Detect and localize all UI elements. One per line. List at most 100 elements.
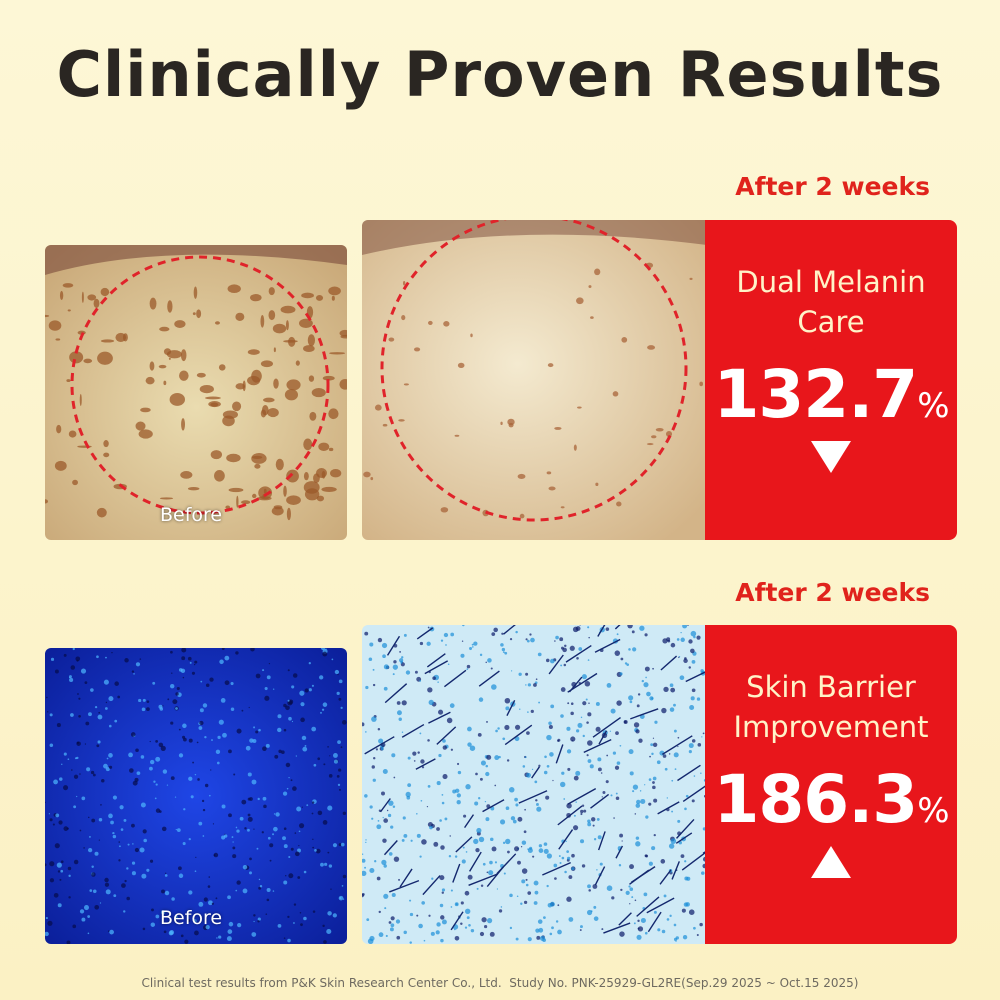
speck [372,668,375,671]
speck [251,932,257,937]
speck [606,754,609,757]
speck [486,754,492,760]
speck [266,898,270,902]
speck [340,706,343,709]
spot [470,333,473,338]
speck [108,813,113,819]
speck [266,888,271,893]
speck [217,735,221,740]
speck [478,797,481,800]
speck [421,766,425,769]
speck [57,903,62,908]
speck [587,626,590,629]
speck [478,697,484,702]
title: Clinically Proven Results [56,38,944,111]
speck [619,672,623,676]
speck [303,870,307,874]
speck [595,726,601,732]
speck [678,655,681,658]
speck [559,861,562,865]
speck [182,723,187,729]
speck [670,687,676,693]
speck [171,897,175,901]
spot [321,486,337,492]
speck [215,897,218,900]
speck [70,665,76,670]
spot [227,284,241,294]
speck [369,867,375,874]
line-fiber [660,655,678,671]
speck [231,836,234,838]
speck [321,708,325,711]
spot [443,321,450,327]
line-fiber [592,717,621,738]
speck [196,741,199,744]
speck [619,833,624,838]
line-fiber [590,793,610,809]
speck [216,761,220,765]
speck [208,876,211,878]
speck [216,937,218,939]
speck [431,877,434,880]
spot [577,406,582,409]
speck [60,860,64,864]
speck [610,708,616,714]
spot [699,381,704,387]
speck [160,745,166,751]
speck [636,704,640,708]
speck [228,749,232,754]
speck [558,855,561,858]
speck [653,910,657,914]
speck [126,867,129,870]
speck [123,818,127,822]
speck [491,684,497,690]
speck [388,921,392,924]
speck [224,834,228,838]
speck [410,839,413,842]
speck [181,656,186,661]
speck [312,838,314,840]
speck [530,637,535,643]
speck [170,776,175,781]
speck [479,653,483,657]
speck [139,847,145,853]
speck [338,788,342,791]
speck [649,696,654,701]
speck [550,704,555,709]
speck [597,767,602,772]
speck [114,681,119,686]
speck [155,739,158,743]
speck [282,791,288,796]
speck [174,796,177,798]
speck [149,766,153,771]
speck [250,648,255,652]
speck [325,648,327,650]
speck [441,801,445,805]
line-fiber [555,744,564,764]
speck [507,850,510,854]
speck [178,753,184,758]
speck [595,701,600,706]
speck [76,659,79,662]
speck [248,706,250,709]
speck [365,685,369,690]
speck [569,645,575,651]
speck [592,824,595,827]
speck [146,700,150,704]
speck [515,803,519,807]
speck [76,756,79,760]
speck [149,859,154,863]
speck [683,902,689,907]
scan [362,625,707,944]
line-fiber [531,766,541,779]
speck [320,648,326,651]
speck [201,799,205,803]
line-fiber [675,832,693,844]
speck [105,656,107,659]
speck [573,775,579,781]
speck [188,838,191,841]
speck [383,818,388,823]
speck [564,870,567,874]
speck [98,711,101,714]
speck [283,844,288,849]
